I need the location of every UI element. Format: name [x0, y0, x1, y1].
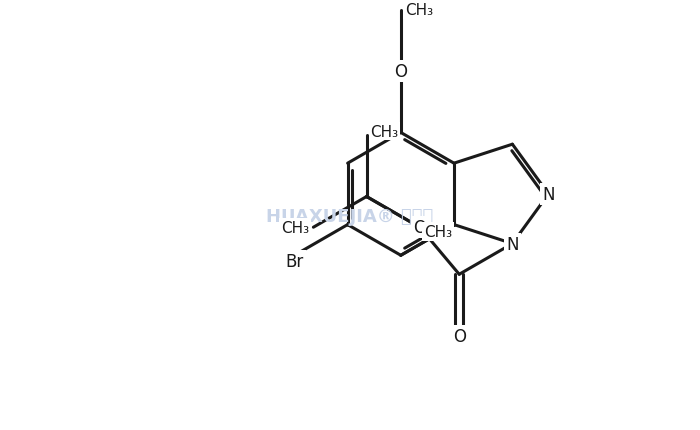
Text: CH₃: CH₃: [424, 224, 452, 239]
Text: Br: Br: [286, 253, 304, 270]
Text: O: O: [413, 219, 426, 237]
Text: N: N: [542, 185, 554, 203]
Text: O: O: [453, 327, 466, 345]
Text: N: N: [506, 235, 519, 253]
Text: HUAXUEJIA® 化学加: HUAXUEJIA® 化学加: [267, 207, 433, 225]
Text: CH₃: CH₃: [281, 220, 309, 235]
Text: O: O: [394, 63, 407, 81]
Text: CH₃: CH₃: [370, 124, 399, 139]
Text: CH₃: CH₃: [405, 3, 433, 18]
